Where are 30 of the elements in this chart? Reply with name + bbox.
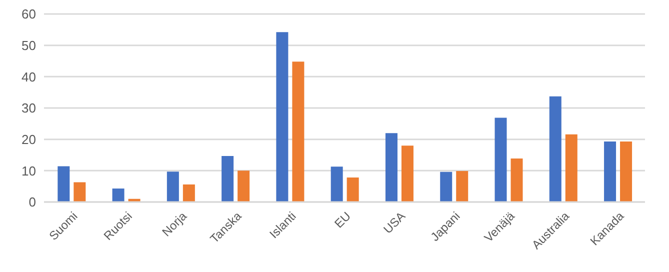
bar [182, 184, 195, 202]
bar [238, 170, 250, 202]
bar [620, 142, 632, 202]
bar [346, 178, 359, 202]
y-tick-label: 10 [22, 163, 36, 178]
bar [74, 182, 86, 202]
bar [494, 118, 507, 202]
y-tick-label: 20 [22, 132, 36, 147]
bar [58, 166, 70, 202]
bar [604, 142, 616, 202]
bar [330, 166, 343, 202]
bar [510, 158, 523, 202]
bar [166, 172, 179, 202]
bar [456, 170, 468, 202]
x-tick-label: EU [332, 209, 354, 231]
bar [440, 172, 452, 202]
bar [292, 62, 304, 202]
y-tick-label: 50 [22, 38, 36, 53]
bar [385, 133, 398, 202]
x-tick-label: USA [380, 209, 408, 236]
y-tick-label: 30 [22, 100, 36, 116]
bar [112, 188, 124, 202]
y-tick-label: 0 [28, 194, 36, 210]
bar [276, 32, 288, 202]
bar [401, 146, 414, 202]
bar [549, 96, 562, 202]
y-tick-label: 60 [22, 6, 36, 22]
bar [222, 156, 234, 202]
bar [565, 134, 578, 202]
y-tick-label: 40 [22, 69, 36, 84]
